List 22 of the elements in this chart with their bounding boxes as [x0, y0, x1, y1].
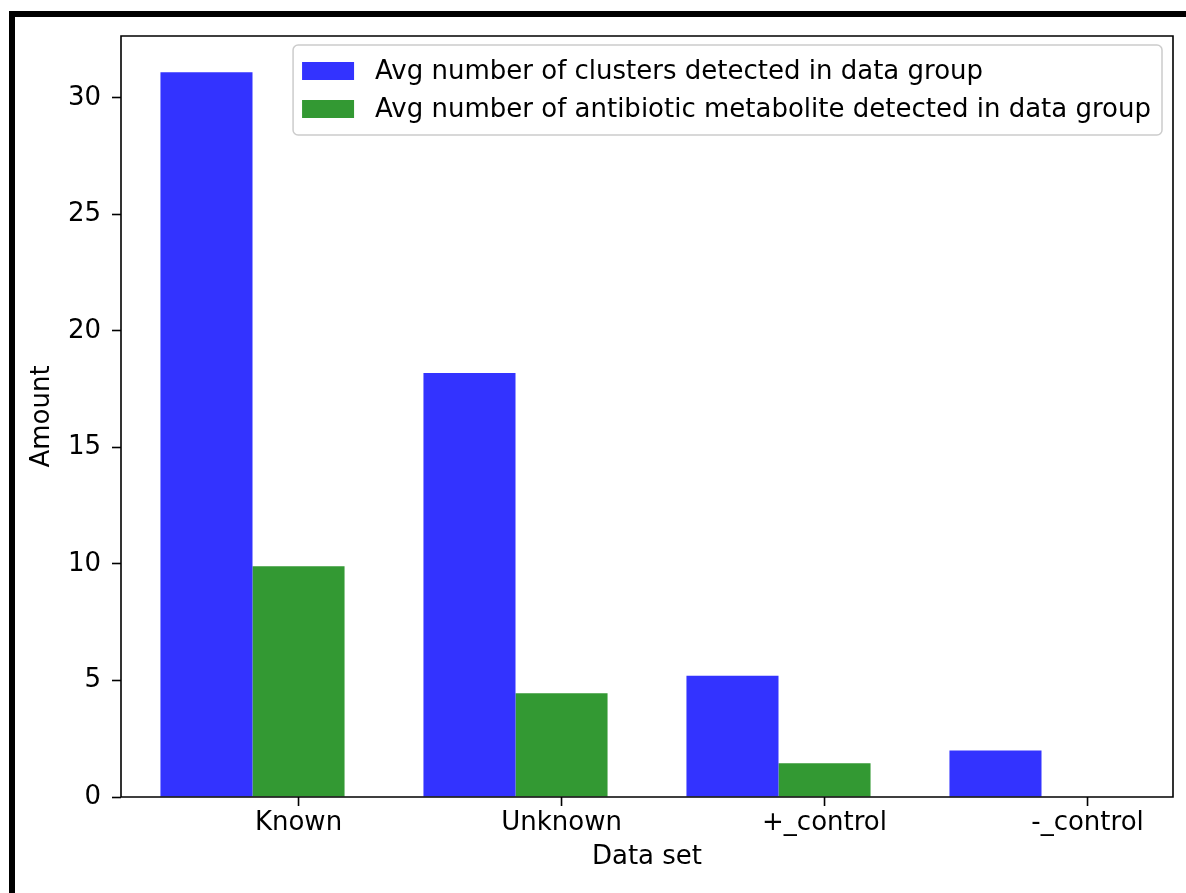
bar: [423, 372, 516, 797]
y-tick-label: 30: [67, 80, 101, 111]
y-tick-label: 20: [67, 313, 101, 344]
x-tick-label: +_control: [762, 806, 887, 837]
bar: [252, 566, 345, 797]
x-axis-title: Data set: [591, 840, 703, 871]
y-tick-label: 15: [67, 430, 101, 461]
y-axis-title: Amount: [25, 365, 56, 468]
bar: [949, 750, 1042, 797]
x-tick-label: Known: [254, 806, 343, 837]
bar: [686, 675, 779, 797]
legend-label: Avg number of clusters detected in data group: [375, 54, 984, 85]
x-tick-label: Unknown: [501, 806, 622, 837]
y-tick-label: 25: [67, 197, 101, 228]
bar: [160, 72, 253, 797]
y-tick-label: 5: [84, 663, 101, 694]
y-tick-label: 0: [84, 779, 101, 810]
x-tick-label: -_control: [1031, 806, 1144, 837]
bar: [515, 693, 608, 797]
y-tick-label: 10: [67, 546, 101, 577]
bar: [778, 763, 871, 797]
legend-label: Avg number of antibiotic metabolite detected in data group: [375, 92, 1151, 123]
